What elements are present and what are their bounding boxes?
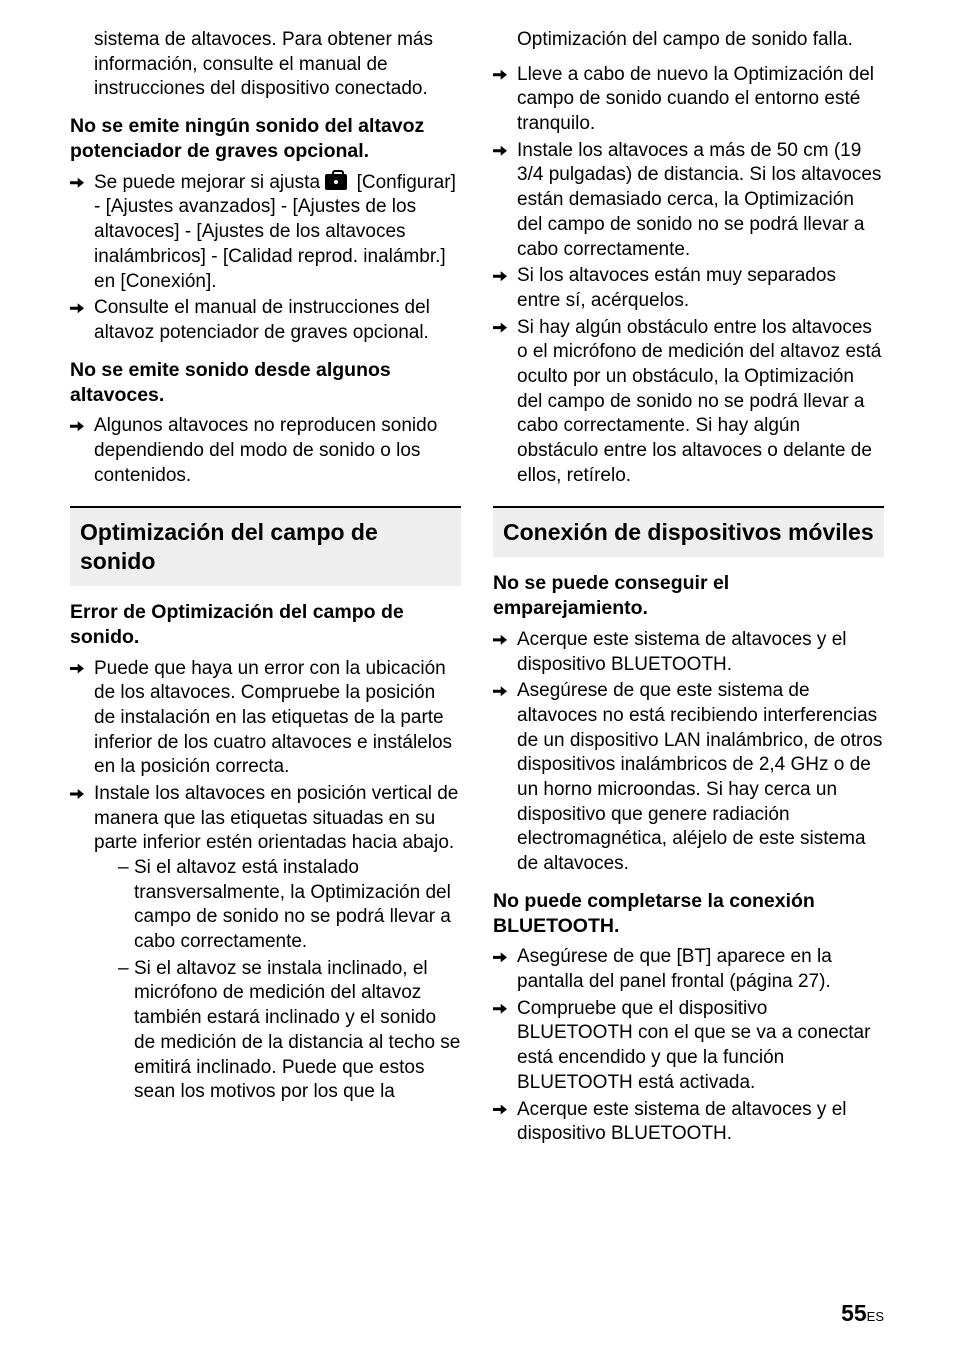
bullet-list: Asegúrese de que [BT] aparece en la pant… [493,945,884,1147]
bullet-text: Si los altavoces están muy separados ent… [517,265,836,311]
section-title: Conexión de dispositivos móviles [493,506,884,557]
bullet-item: Consulte el manual de instrucciones del … [70,296,461,345]
bullet-text: Asegúrese de que [BT] aparece en la pant… [517,946,832,992]
sub-text: Si el altavoz está instalado transversal… [134,857,451,952]
page-number: 55ES [841,1300,884,1327]
bullet-item: Acerque este sistema de altavoces y el d… [493,1098,884,1147]
bullet-text: Asegúrese de que este sistema de altavoc… [517,680,882,874]
bullet-item: Asegúrese de que este sistema de altavoc… [493,679,884,877]
bullet-list: Acerque este sistema de altavoces y el d… [493,628,884,877]
bullet-list: Se puede mejorar si ajusta [Configurar] … [70,171,461,346]
bullet-text-pre: Se puede mejorar si ajusta [94,172,325,193]
bullet-text: Acerque este sistema de altavoces y el d… [517,1099,847,1145]
bullet-item: Puede que haya un error con la ubicación… [70,657,461,780]
troubleshoot-heading: Error de Optimización del campo de sonid… [70,600,461,651]
bullet-item: Lleve a cabo de nuevo la Optimización de… [493,63,884,137]
bullet-text: Compruebe que el dispositivo BLUETOOTH c… [517,998,870,1093]
bullet-list: Lleve a cabo de nuevo la Optimización de… [493,63,884,489]
bullet-item: Acerque este sistema de altavoces y el d… [493,628,884,677]
bullet-text: Puede que haya un error con la ubicación… [94,658,452,778]
bullet-text: Instale los altavoces en posición vertic… [94,783,458,853]
bullet-item: Compruebe que el dispositivo BLUETOOTH c… [493,997,884,1096]
bullet-text: Consulte el manual de instrucciones del … [94,297,430,343]
troubleshoot-heading: No se emite sonido desde algunos altavoc… [70,358,461,409]
bullet-item: Si hay algún obstáculo entre los altavoc… [493,316,884,489]
settings-icon [325,174,347,190]
troubleshoot-heading: No se puede conseguir el emparejamiento. [493,571,884,622]
troubleshoot-heading: No se emite ningún sonido del altavoz po… [70,114,461,165]
sub-item: Si el altavoz está instalado transversal… [118,856,461,955]
bullet-item: Algunos altavoces no reproducen sonido d… [70,414,461,488]
troubleshoot-heading: No puede completarse la conexión BLUETOO… [493,889,884,940]
two-column-layout: sistema de altavoces. Para obtener más i… [70,28,884,1155]
sub-list: Si el altavoz está instalado transversal… [118,856,461,1105]
bullet-item: Si los altavoces están muy separados ent… [493,264,884,313]
manual-page: sistema de altavoces. Para obtener más i… [0,0,954,1357]
bullet-list: Puede que haya un error con la ubicación… [70,657,461,1105]
bullet-item: Se puede mejorar si ajusta [Configurar] … [70,171,461,294]
right-column: Optimización del campo de sonido falla. … [493,28,884,1155]
bullet-text: Instale los altavoces a más de 50 cm (19… [517,140,881,260]
bullet-text: Algunos altavoces no reproducen sonido d… [94,415,437,485]
page-number-suffix: ES [867,1309,884,1324]
sub-item: Si el altavoz se instala inclinado, el m… [118,957,461,1105]
bullet-item: Instale los altavoces a más de 50 cm (19… [493,139,884,262]
bullet-text: Si hay algún obstáculo entre los altavoc… [517,317,881,486]
continuation-paragraph: Optimización del campo de sonido falla. [517,28,884,53]
bullet-item: Instale los altavoces en posición vertic… [70,782,461,1105]
sub-text: Si el altavoz se instala inclinado, el m… [134,958,460,1102]
section-title: Optimización del campo de sonido [70,506,461,586]
left-column: sistema de altavoces. Para obtener más i… [70,28,461,1155]
page-number-value: 55 [841,1300,867,1326]
bullet-text: Acerque este sistema de altavoces y el d… [517,629,847,675]
bullet-list: Algunos altavoces no reproducen sonido d… [70,414,461,488]
bullet-text: Lleve a cabo de nuevo la Optimización de… [517,64,874,134]
continuation-paragraph: sistema de altavoces. Para obtener más i… [94,28,461,102]
bullet-item: Asegúrese de que [BT] aparece en la pant… [493,945,884,994]
